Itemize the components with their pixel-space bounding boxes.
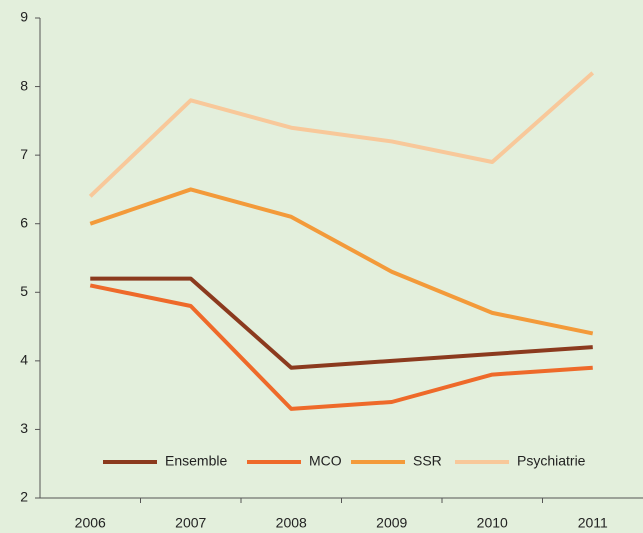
series-line	[89, 283, 593, 411]
x-tick-label: 2008	[276, 515, 307, 531]
y-tick-label: 4	[20, 352, 28, 368]
y-tick-label: 5	[20, 283, 28, 299]
y-tick-label: 8	[20, 77, 28, 93]
y-tick-label: 7	[20, 146, 28, 162]
series-line	[88, 71, 595, 198]
y-tick-label: 6	[20, 214, 28, 230]
legend-label: MCO	[309, 453, 342, 469]
x-tick-label: 2006	[75, 515, 106, 531]
x-tick-label: 2009	[376, 515, 407, 531]
y-tick-label: 3	[20, 420, 28, 436]
legend-label: Ensemble	[165, 453, 227, 469]
x-tick-label: 2010	[477, 515, 508, 531]
y-tick-label: 9	[20, 9, 28, 25]
legend-label: Psychiatrie	[517, 453, 586, 469]
legend-label: SSR	[413, 453, 442, 469]
series-line	[89, 187, 594, 336]
y-tick-label: 2	[20, 489, 28, 505]
x-tick-label: 2011	[578, 515, 608, 531]
series-line	[90, 276, 593, 370]
x-tick-label: 2007	[175, 515, 206, 531]
